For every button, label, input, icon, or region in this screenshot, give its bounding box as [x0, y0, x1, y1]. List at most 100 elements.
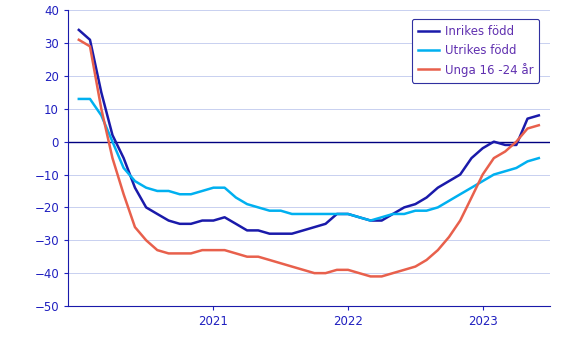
Utrikes född	[412, 209, 419, 213]
Unga 16 -24 år	[412, 265, 419, 269]
Unga 16 -24 år	[468, 195, 475, 200]
Utrikes född	[390, 212, 396, 216]
Utrikes född	[143, 186, 150, 190]
Inrikes född	[232, 222, 239, 226]
Utrikes född	[87, 97, 94, 101]
Inrikes född	[300, 228, 307, 233]
Unga 16 -24 år	[390, 271, 396, 275]
Unga 16 -24 år	[244, 255, 251, 259]
Utrikes född	[446, 199, 452, 203]
Inrikes född	[176, 222, 183, 226]
Unga 16 -24 år	[132, 225, 138, 229]
Unga 16 -24 år	[154, 248, 160, 252]
Unga 16 -24 år	[502, 150, 509, 154]
Inrikes född	[98, 90, 105, 95]
Utrikes född	[322, 212, 329, 216]
Unga 16 -24 år	[87, 44, 94, 48]
Utrikes född	[98, 113, 105, 117]
Unga 16 -24 år	[513, 140, 520, 144]
Utrikes född	[468, 186, 475, 190]
Utrikes född	[221, 186, 228, 190]
Inrikes född	[221, 215, 228, 219]
Inrikes född	[289, 232, 295, 236]
Utrikes född	[457, 192, 464, 196]
Inrikes född	[356, 215, 363, 219]
Inrikes född	[244, 228, 251, 233]
Unga 16 -24 år	[210, 248, 217, 252]
Inrikes född	[490, 140, 497, 144]
Unga 16 -24 år	[434, 248, 441, 252]
Unga 16 -24 år	[356, 271, 363, 275]
Utrikes född	[199, 189, 206, 193]
Utrikes född	[345, 212, 352, 216]
Utrikes född	[255, 205, 261, 209]
Line: Unga 16 -24 år: Unga 16 -24 år	[79, 40, 539, 276]
Unga 16 -24 år	[446, 235, 452, 239]
Inrikes född	[378, 219, 385, 223]
Unga 16 -24 år	[535, 123, 542, 127]
Inrikes född	[87, 38, 94, 42]
Unga 16 -24 år	[143, 238, 150, 242]
Utrikes född	[277, 209, 284, 213]
Utrikes född	[232, 195, 239, 200]
Unga 16 -24 år	[524, 126, 531, 131]
Inrikes född	[132, 186, 138, 190]
Inrikes född	[199, 219, 206, 223]
Utrikes född	[401, 212, 408, 216]
Inrikes född	[322, 222, 329, 226]
Inrikes född	[266, 232, 273, 236]
Inrikes född	[311, 225, 318, 229]
Unga 16 -24 år	[311, 271, 318, 275]
Utrikes född	[502, 169, 509, 173]
Unga 16 -24 år	[109, 156, 116, 160]
Unga 16 -24 år	[289, 265, 295, 269]
Unga 16 -24 år	[120, 192, 127, 196]
Unga 16 -24 år	[423, 258, 430, 262]
Utrikes född	[289, 212, 295, 216]
Inrikes född	[345, 212, 352, 216]
Unga 16 -24 år	[165, 251, 172, 255]
Utrikes född	[333, 212, 340, 216]
Unga 16 -24 år	[490, 156, 497, 160]
Utrikes född	[165, 189, 172, 193]
Unga 16 -24 år	[266, 258, 273, 262]
Inrikes född	[535, 113, 542, 117]
Utrikes född	[132, 179, 138, 183]
Inrikes född	[479, 146, 486, 150]
Unga 16 -24 år	[300, 268, 307, 272]
Utrikes född	[356, 215, 363, 219]
Inrikes född	[109, 133, 116, 137]
Unga 16 -24 år	[457, 219, 464, 223]
Inrikes född	[524, 117, 531, 121]
Inrikes född	[513, 143, 520, 147]
Unga 16 -24 år	[345, 268, 352, 272]
Utrikes född	[154, 189, 160, 193]
Inrikes född	[412, 202, 419, 206]
Utrikes född	[109, 140, 116, 144]
Inrikes född	[390, 212, 396, 216]
Inrikes född	[75, 28, 82, 32]
Unga 16 -24 år	[333, 268, 340, 272]
Unga 16 -24 år	[176, 251, 183, 255]
Inrikes född	[165, 219, 172, 223]
Utrikes född	[120, 166, 127, 170]
Inrikes född	[120, 156, 127, 160]
Inrikes född	[502, 143, 509, 147]
Unga 16 -24 år	[75, 38, 82, 42]
Inrikes född	[457, 172, 464, 176]
Unga 16 -24 år	[232, 251, 239, 255]
Unga 16 -24 år	[255, 255, 261, 259]
Utrikes född	[210, 186, 217, 190]
Inrikes född	[401, 205, 408, 209]
Utrikes född	[300, 212, 307, 216]
Unga 16 -24 år	[367, 274, 374, 278]
Unga 16 -24 år	[378, 274, 385, 278]
Inrikes född	[154, 212, 160, 216]
Utrikes född	[176, 192, 183, 196]
Inrikes född	[255, 228, 261, 233]
Inrikes född	[277, 232, 284, 236]
Inrikes född	[333, 212, 340, 216]
Utrikes född	[513, 166, 520, 170]
Inrikes född	[188, 222, 194, 226]
Utrikes född	[75, 97, 82, 101]
